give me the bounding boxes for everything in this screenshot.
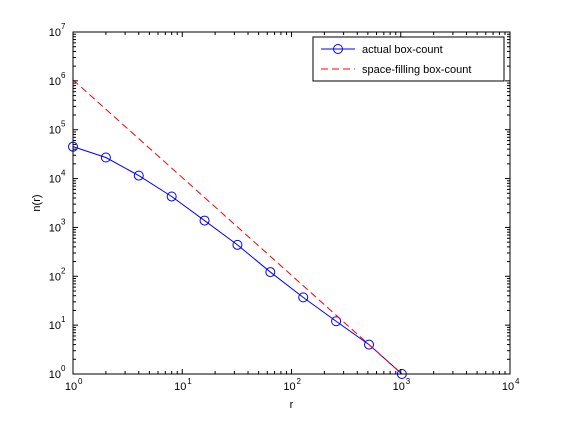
x-tick-label-exponent: 1 bbox=[187, 377, 192, 386]
legend-label-0: actual box-count bbox=[362, 44, 443, 56]
x-tick-label-exponent: 3 bbox=[406, 377, 411, 386]
y-tick-label: 10 bbox=[49, 125, 61, 137]
y-tick-label: 10 bbox=[49, 369, 61, 381]
series-line-0 bbox=[72, 146, 403, 375]
series-0-point bbox=[232, 239, 243, 250]
series-0-point bbox=[199, 215, 210, 226]
y-tick-label: 10 bbox=[49, 76, 61, 88]
y-tick-label-exponent: 2 bbox=[61, 266, 66, 275]
y-tick-label-exponent: 1 bbox=[61, 315, 66, 324]
series-0-point bbox=[166, 191, 177, 202]
y-tick-label-exponent: 4 bbox=[61, 169, 66, 178]
x-tick-label: 10 bbox=[283, 381, 295, 393]
series-0-point bbox=[265, 267, 276, 278]
y-tick-label: 10 bbox=[49, 222, 61, 234]
y-tick-label: 10 bbox=[49, 174, 61, 186]
y-tick-label: 10 bbox=[49, 271, 61, 283]
series-0-point bbox=[331, 316, 342, 327]
series-0-point bbox=[363, 339, 374, 350]
legend: actual box-count space-filling box-count bbox=[312, 36, 505, 82]
x-tick-label-exponent: 4 bbox=[515, 377, 520, 386]
x-tick-label: 10 bbox=[65, 381, 77, 393]
x-tick-label: 10 bbox=[502, 381, 514, 393]
legend-box bbox=[312, 36, 505, 82]
x-axis-label: r bbox=[290, 399, 294, 411]
y-tick-label-exponent: 6 bbox=[61, 71, 66, 80]
y-tick-label: 10 bbox=[49, 27, 61, 39]
y-tick-label: 10 bbox=[49, 320, 61, 332]
y-tick-label-exponent: 7 bbox=[61, 22, 66, 31]
series-0-point bbox=[298, 292, 309, 303]
series-0-point bbox=[100, 152, 111, 163]
plot-area bbox=[73, 32, 510, 374]
x-tick-label: 10 bbox=[393, 381, 405, 393]
series-0-point bbox=[133, 170, 144, 181]
y-tick-label-exponent: 5 bbox=[61, 120, 66, 129]
x-tick-label-exponent: 0 bbox=[78, 377, 83, 386]
legend-label-1: space-filling box-count bbox=[362, 64, 471, 76]
y-tick-label-exponent: 0 bbox=[61, 364, 66, 373]
y-axis-label: n(r) bbox=[31, 194, 43, 211]
series-line-1 bbox=[72, 79, 403, 375]
x-tick-label-exponent: 2 bbox=[297, 377, 302, 386]
x-tick-label: 10 bbox=[174, 381, 186, 393]
y-tick-label-exponent: 3 bbox=[61, 217, 66, 226]
legend-marker-0 bbox=[333, 44, 343, 54]
